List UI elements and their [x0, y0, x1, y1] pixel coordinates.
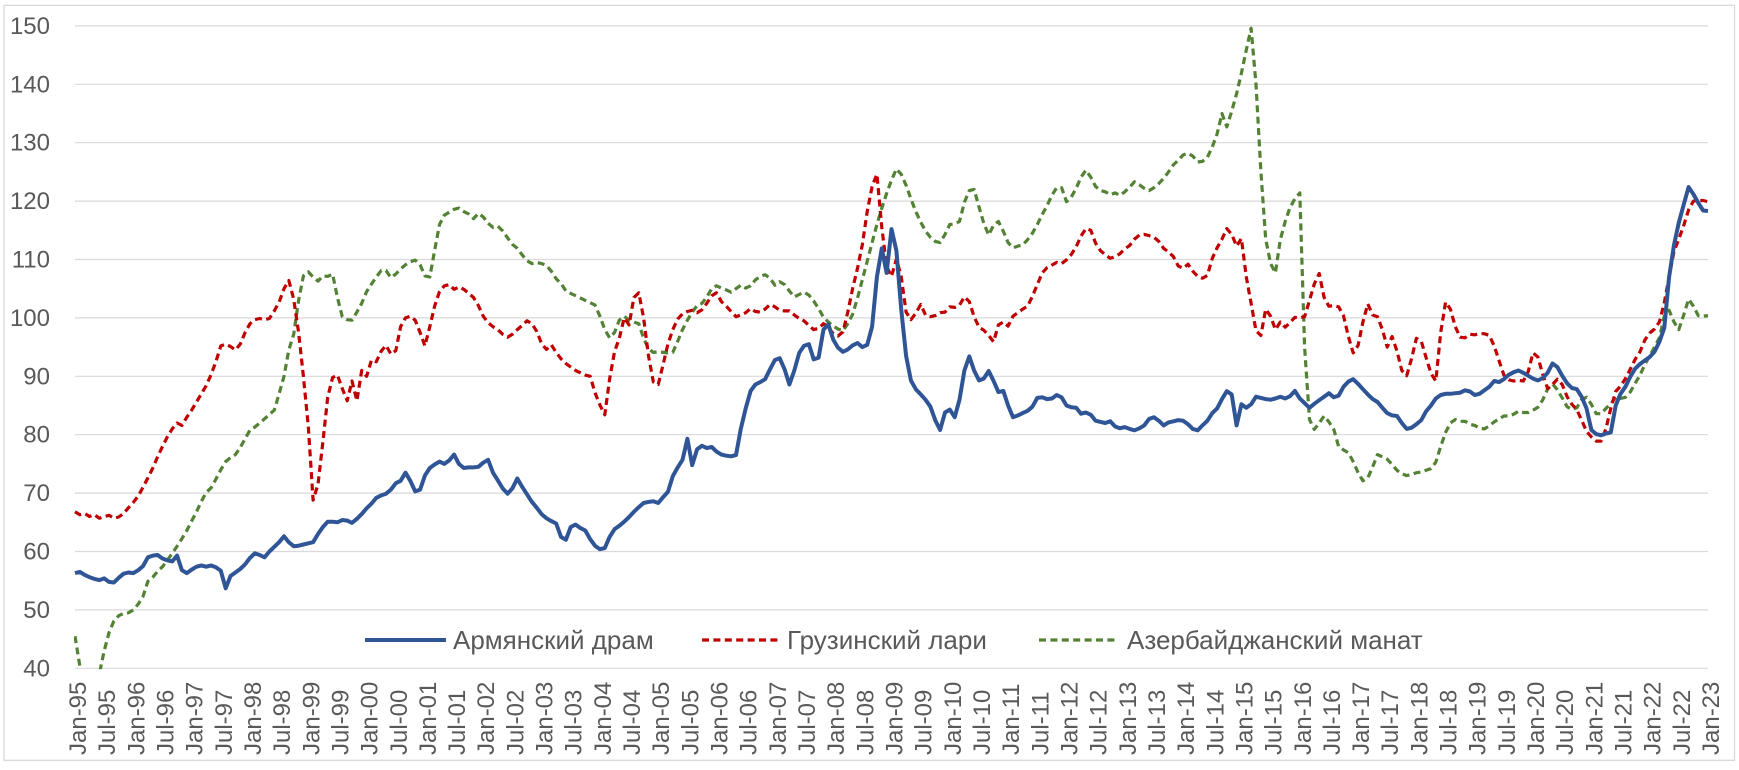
svg-text:Jan-00: Jan-00 — [357, 682, 384, 755]
svg-text:Jan-96: Jan-96 — [123, 682, 150, 755]
svg-text:Jul-98: Jul-98 — [269, 690, 296, 755]
svg-text:Jan-23: Jan-23 — [1698, 682, 1725, 755]
svg-text:Jul-95: Jul-95 — [94, 690, 121, 755]
svg-text:Армянский драм: Армянский драм — [453, 625, 654, 655]
svg-text:Jan-13: Jan-13 — [1115, 682, 1142, 755]
svg-text:Jul-19: Jul-19 — [1494, 690, 1521, 755]
svg-text:Jul-97: Jul-97 — [211, 690, 238, 755]
svg-text:Jul-22: Jul-22 — [1669, 690, 1696, 755]
svg-text:Jan-11: Jan-11 — [998, 683, 1025, 755]
svg-text:Jan-95: Jan-95 — [65, 682, 92, 755]
svg-text:Jan-02: Jan-02 — [473, 682, 500, 755]
svg-text:Jul-02: Jul-02 — [502, 690, 529, 755]
svg-text:Jan-08: Jan-08 — [823, 682, 850, 755]
svg-text:Jul-04: Jul-04 — [619, 690, 646, 755]
svg-text:Jul-08: Jul-08 — [852, 690, 879, 755]
svg-text:Jul-13: Jul-13 — [1144, 690, 1171, 755]
svg-text:Jan-04: Jan-04 — [590, 682, 617, 755]
svg-text:Jul-09: Jul-09 — [911, 690, 938, 755]
svg-text:Jul-05: Jul-05 — [677, 690, 704, 755]
svg-text:110: 110 — [12, 247, 50, 274]
svg-text:Грузинский лари: Грузинский лари — [787, 625, 987, 655]
svg-text:Jan-12: Jan-12 — [1057, 682, 1084, 755]
svg-text:Jul-17: Jul-17 — [1377, 690, 1404, 755]
svg-text:Jul-11: Jul-11 — [1027, 691, 1054, 755]
svg-text:Jan-17: Jan-17 — [1348, 682, 1375, 755]
svg-text:80: 80 — [23, 422, 50, 449]
svg-text:120: 120 — [10, 188, 50, 215]
svg-text:Jan-07: Jan-07 — [765, 682, 792, 755]
svg-text:Jul-16: Jul-16 — [1319, 690, 1346, 755]
svg-text:Jan-05: Jan-05 — [648, 682, 675, 755]
svg-text:Jul-00: Jul-00 — [386, 690, 413, 755]
svg-text:Jan-16: Jan-16 — [1290, 682, 1317, 755]
svg-text:140: 140 — [10, 71, 50, 98]
svg-text:Jan-01: Jan-01 — [415, 682, 442, 755]
svg-text:Jan-10: Jan-10 — [940, 682, 967, 755]
svg-text:Jul-14: Jul-14 — [1202, 690, 1229, 755]
svg-text:Jan-22: Jan-22 — [1640, 682, 1667, 755]
svg-text:Jan-19: Jan-19 — [1465, 682, 1492, 755]
svg-text:Jul-21: Jul-21 — [1611, 690, 1638, 755]
svg-text:90: 90 — [23, 363, 50, 390]
svg-text:Jan-20: Jan-20 — [1523, 682, 1550, 755]
svg-text:Jan-03: Jan-03 — [532, 682, 559, 755]
svg-text:Азербайджанский манат: Азербайджанский манат — [1127, 625, 1423, 655]
svg-text:50: 50 — [23, 597, 50, 624]
svg-text:Jan-06: Jan-06 — [707, 682, 734, 755]
svg-text:Jul-12: Jul-12 — [1086, 690, 1113, 755]
svg-text:Jul-18: Jul-18 — [1436, 690, 1463, 755]
svg-text:Jan-98: Jan-98 — [240, 682, 267, 755]
svg-text:100: 100 — [10, 305, 50, 332]
svg-text:130: 130 — [10, 130, 50, 157]
svg-text:Jul-20: Jul-20 — [1552, 690, 1579, 755]
svg-text:Jan-15: Jan-15 — [1231, 682, 1258, 755]
svg-text:150: 150 — [10, 13, 50, 40]
svg-text:40: 40 — [23, 655, 50, 682]
svg-text:Jan-21: Jan-21 — [1581, 682, 1608, 755]
svg-text:60: 60 — [23, 539, 50, 566]
svg-text:Jul-96: Jul-96 — [153, 690, 180, 755]
svg-text:Jul-03: Jul-03 — [561, 690, 588, 755]
svg-text:Jan-18: Jan-18 — [1406, 682, 1433, 755]
svg-text:Jan-99: Jan-99 — [298, 682, 325, 755]
svg-text:Jul-01: Jul-01 — [444, 690, 471, 755]
svg-text:Jan-09: Jan-09 — [882, 682, 909, 755]
svg-text:70: 70 — [23, 480, 50, 507]
svg-text:Jul-07: Jul-07 — [794, 690, 821, 755]
svg-text:Jul-15: Jul-15 — [1261, 690, 1288, 755]
svg-text:Jan-14: Jan-14 — [1173, 682, 1200, 755]
svg-text:Jul-10: Jul-10 — [969, 690, 996, 755]
svg-text:Jul-99: Jul-99 — [327, 690, 354, 755]
svg-text:Jul-06: Jul-06 — [736, 690, 763, 755]
svg-text:Jan-97: Jan-97 — [182, 682, 209, 755]
